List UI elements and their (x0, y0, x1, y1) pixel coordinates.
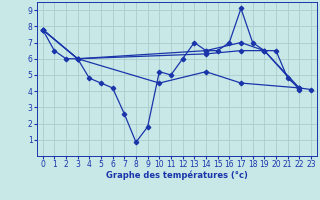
X-axis label: Graphe des températures (°c): Graphe des températures (°c) (106, 171, 248, 180)
